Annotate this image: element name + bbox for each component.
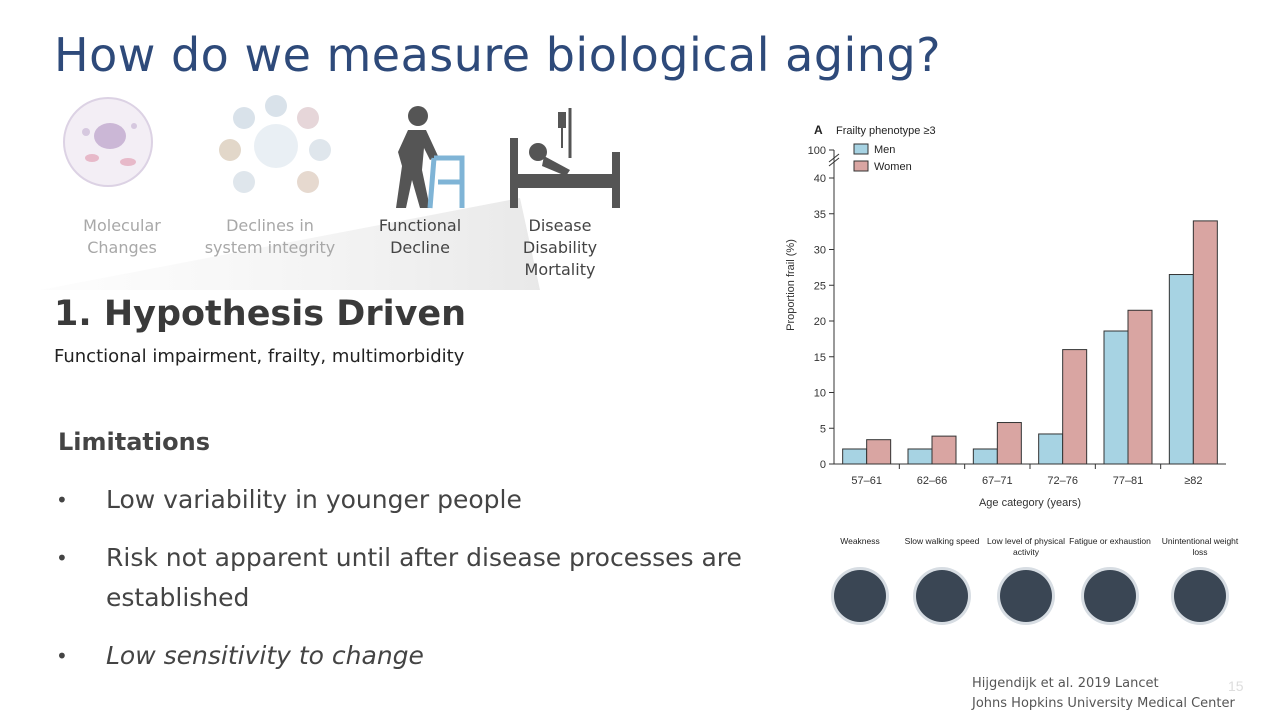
citation: Hijgendijk et al. 2019 Lancet Johns Hopk… — [972, 676, 1235, 711]
legend-swatch-women — [853, 160, 869, 172]
legend-swatch-men — [853, 143, 869, 155]
legend-label-women: Women — [874, 161, 912, 173]
bar-men — [972, 448, 998, 465]
legend-label-men: Men — [874, 144, 895, 156]
slide-title: How do we measure biological aging? — [54, 28, 942, 82]
bar-men — [1168, 274, 1194, 465]
x-tick-label: ≥82 — [1184, 475, 1202, 487]
list-item: • Low variability in younger people — [56, 485, 522, 514]
sitting-person-icon — [1000, 570, 1052, 622]
bar-women — [996, 422, 1022, 465]
bar-women — [1192, 220, 1218, 465]
section-heading: 1. Hypothesis Driven — [54, 294, 467, 334]
x-tick-label: 72–76 — [1047, 475, 1078, 487]
chart-panel-label: A — [814, 123, 823, 137]
frailty-chart: A Frailty phenotype ≥3 100 0 5 10 15 20 25 30 35 40… — [780, 112, 1240, 522]
fatigue-icon — [1084, 570, 1136, 622]
y-tick-label: 5 — [820, 423, 826, 435]
scale-icon — [1174, 570, 1226, 622]
cell-icon — [63, 97, 153, 187]
limitations-heading: Limitations — [58, 428, 210, 456]
x-tick-label: 57–61 — [851, 475, 882, 487]
progression-wedge — [40, 198, 540, 290]
bar-women — [931, 435, 957, 465]
weakness-icon — [834, 570, 886, 622]
stage-system-integrity: Declines in system integrity — [204, 216, 336, 257]
organs-icon — [219, 95, 331, 193]
speedometer-icon — [916, 570, 968, 622]
bar-men — [1103, 330, 1129, 465]
aging-stages-diagram: Molecular Changes Declines in system int… — [0, 90, 700, 300]
criterion-weight-loss: Unintentional weight loss — [1158, 536, 1242, 622]
bar-women — [1062, 349, 1088, 465]
bar-men — [842, 448, 868, 465]
frailty-criteria: Weakness Slow walking speed Low level of… — [820, 536, 1240, 636]
x-tick-label: 67–71 — [982, 475, 1013, 487]
criterion-weakness: Weakness — [818, 536, 902, 622]
list-item: • Low sensitivity to change — [56, 641, 424, 670]
bar-women — [866, 439, 892, 465]
x-tick-label: 77–81 — [1113, 475, 1144, 487]
stage-molecular-changes: Molecular Changes — [83, 216, 161, 257]
y-tick-label: 20 — [814, 316, 826, 328]
chart-title: Frailty phenotype ≥3 — [836, 125, 936, 137]
criterion-slow-walking: Slow walking speed — [900, 536, 984, 622]
y-tick-label: 0 — [820, 459, 826, 471]
y-tick-label: 15 — [814, 352, 826, 364]
y-tick-label: 25 — [814, 280, 826, 292]
page-number: 15 — [1228, 678, 1244, 694]
criterion-low-activity: Low level of physical activity — [984, 536, 1068, 622]
section-subtitle: Functional impairment, frailty, multimor… — [54, 346, 465, 367]
frailty-bar-chart: A Frailty phenotype ≥3 100 0 5 10 15 20 25 30 35 40… — [785, 123, 1226, 509]
limitations-list: • Low variability in younger people • Risk… — [54, 480, 774, 694]
stage-functional-decline: Functional Decline — [378, 216, 462, 257]
walker-person-icon — [396, 106, 465, 209]
y-tick-label: 40 — [814, 173, 826, 185]
hospital-bed-icon — [510, 108, 620, 208]
bar-women — [1127, 309, 1153, 465]
y-tick-label: 10 — [814, 388, 826, 400]
axis-break-mark — [828, 153, 840, 163]
y-tick-label: 100 — [808, 145, 826, 157]
bar-men — [907, 448, 933, 465]
y-tick-label: 35 — [814, 209, 826, 221]
y-tick-label: 30 — [814, 245, 826, 257]
y-axis-label: Proportion frail (%) — [785, 239, 797, 331]
list-item: • Risk not apparent until after disease p… — [56, 543, 742, 612]
stage-disease-disability-mortality: Disease Disability Mortality — [522, 216, 598, 279]
x-tick-label: 62–66 — [917, 475, 948, 487]
axis-break-mark — [828, 157, 840, 167]
x-axis-label: Age category (years) — [979, 497, 1081, 509]
bar-men — [1038, 433, 1064, 465]
criterion-fatigue: Fatigue or exhaustion — [1068, 536, 1152, 622]
